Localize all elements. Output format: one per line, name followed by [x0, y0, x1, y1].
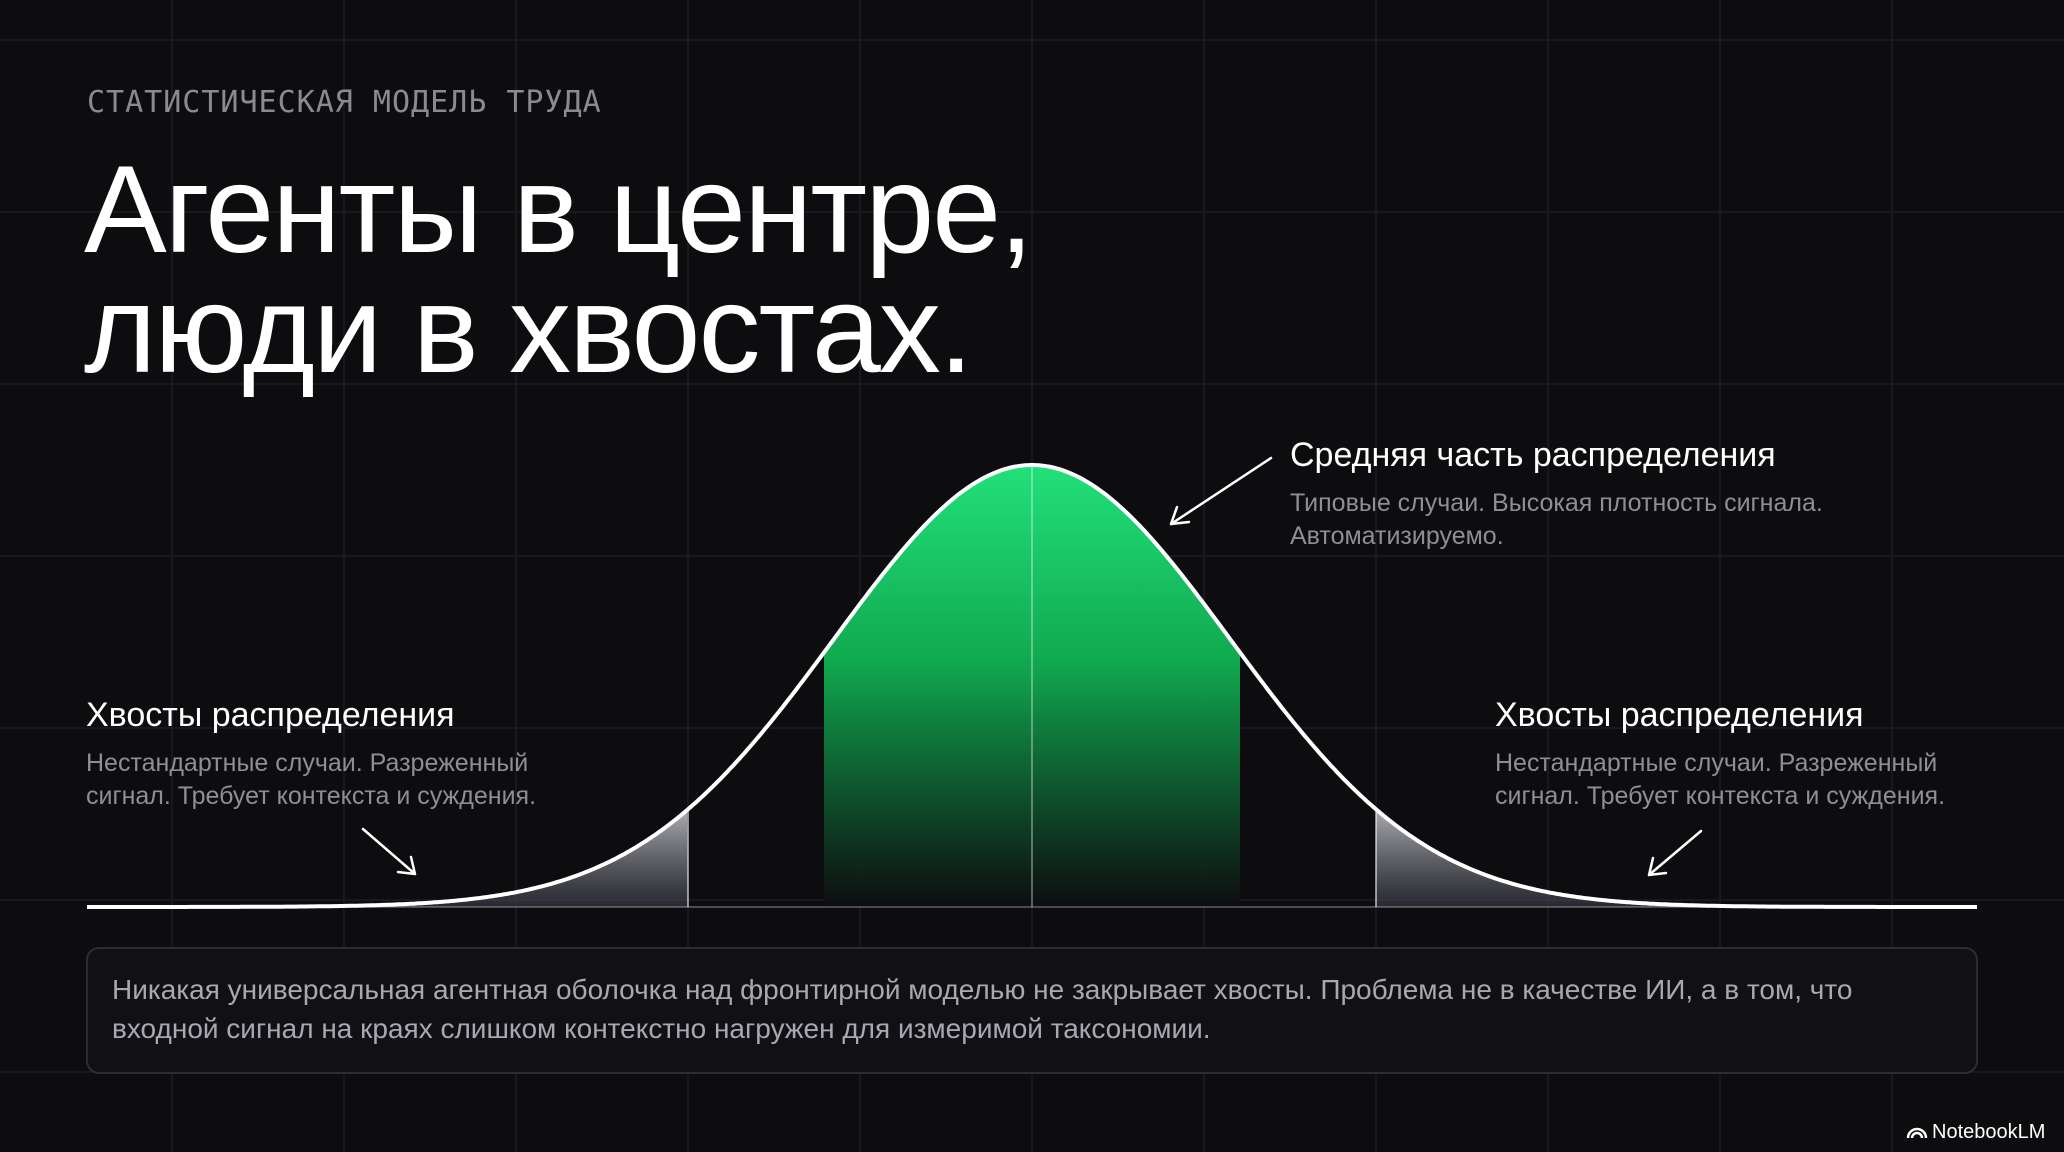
label-title: Хвосты распределения: [1495, 696, 1864, 734]
title-line: Агенты в центре,: [84, 141, 1032, 279]
tail-area: [1376, 809, 1977, 907]
arrow: [361, 827, 417, 876]
note-box: [86, 947, 1978, 1074]
label-description: Нестандартные случаи. Разреженный: [86, 749, 528, 777]
label-description: сигнал. Требует контекста и суждения.: [1495, 782, 1945, 810]
label-description: сигнал. Требует контекста и суждения.: [86, 782, 536, 810]
bell-curve: [87, 463, 1977, 909]
arrow: [1647, 829, 1703, 877]
label-description: Автоматизируемо.: [1290, 522, 1504, 550]
tail-area: [87, 810, 688, 907]
eyebrow: СТАТИСТИЧЕСКАЯ МОДЕЛЬ ТРУДА: [87, 85, 602, 120]
brand: NotebookLM: [1932, 1121, 2045, 1143]
label-title: Средняя часть распределения: [1290, 436, 1776, 474]
brand-icon: [1906, 1127, 1928, 1139]
center-area: [824, 465, 1240, 907]
note-line: Никакая универсальная агентная оболочка …: [112, 974, 1852, 1005]
label-title: Хвосты распределения: [86, 696, 455, 734]
label-description: Нестандартные случаи. Разреженный: [1495, 749, 1937, 777]
note-line: входной сигнал на краях слишком контекст…: [112, 1013, 1211, 1044]
arrows: [361, 456, 1703, 877]
curve-line: [87, 463, 1977, 909]
title-line: люди в хвостах.: [84, 261, 971, 399]
label-description: Типовые случаи. Высокая плотность сигнал…: [1290, 489, 1823, 517]
arrow: [1169, 456, 1273, 526]
